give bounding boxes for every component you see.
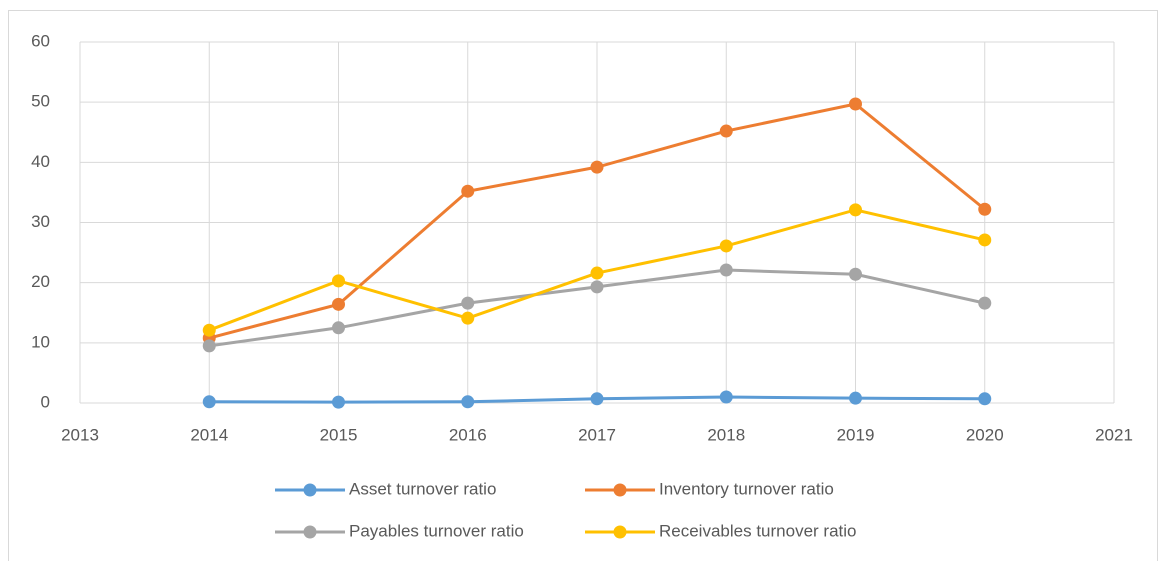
y-tick-label: 30 <box>31 212 50 231</box>
y-tick-label: 50 <box>31 92 50 111</box>
point <box>719 390 733 404</box>
point <box>202 339 216 353</box>
legend-marker <box>303 525 317 539</box>
x-tick-label: 2019 <box>837 425 875 444</box>
point <box>461 395 475 409</box>
point <box>978 202 992 216</box>
point <box>590 280 604 294</box>
x-tick-label: 2016 <box>449 425 487 444</box>
point <box>332 297 345 311</box>
point <box>719 263 733 277</box>
x-tick-label: 2018 <box>707 425 745 444</box>
y-tick-label: 0 <box>41 392 50 411</box>
point <box>461 184 475 198</box>
point <box>849 203 862 217</box>
point <box>332 321 345 335</box>
point <box>849 391 862 405</box>
x-tick-label: 2013 <box>61 425 99 444</box>
legend-label: Inventory turnover ratio <box>659 479 834 498</box>
point <box>202 395 216 409</box>
point <box>978 392 992 406</box>
y-tick-label: 40 <box>31 152 50 171</box>
y-tick-label: 60 <box>31 31 50 50</box>
point <box>978 233 992 247</box>
point <box>978 296 992 310</box>
x-tick-label: 2014 <box>190 425 228 444</box>
point <box>590 266 604 280</box>
legend-label: Payables turnover ratio <box>349 521 524 540</box>
point <box>849 267 862 281</box>
chart-border <box>8 10 1158 561</box>
legend-label: Receivables turnover ratio <box>659 521 856 540</box>
point <box>461 296 475 310</box>
point <box>332 395 345 409</box>
point <box>202 323 216 337</box>
legend-marker <box>613 525 627 539</box>
x-tick-label: 2021 <box>1095 425 1133 444</box>
y-tick-label: 20 <box>31 272 50 291</box>
point <box>590 392 604 406</box>
point <box>590 160 604 174</box>
point <box>849 97 862 111</box>
point <box>461 311 475 325</box>
point <box>719 124 733 138</box>
legend-marker <box>303 483 317 497</box>
x-tick-label: 2015 <box>320 425 358 444</box>
legend-label: Asset turnover ratio <box>349 479 496 498</box>
legend-marker <box>613 483 627 497</box>
y-tick-label: 10 <box>31 332 50 351</box>
x-tick-label: 2017 <box>578 425 616 444</box>
point <box>719 239 733 253</box>
point <box>332 274 345 288</box>
x-tick-label: 2020 <box>966 425 1004 444</box>
